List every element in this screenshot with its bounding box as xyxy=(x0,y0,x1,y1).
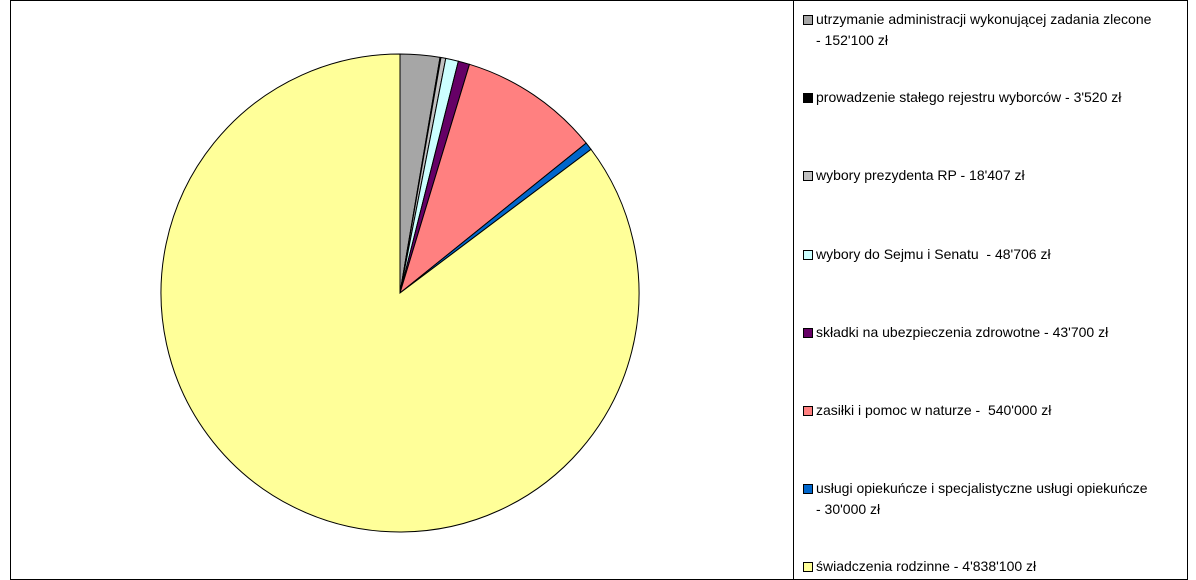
legend-swatch xyxy=(803,249,813,260)
pie-area xyxy=(160,53,640,533)
legend: utrzymanie administracji wykonującej zad… xyxy=(793,0,1188,580)
legend-swatch xyxy=(803,406,813,416)
legend-item: usługi opiekuńcze i specjalistyczne usłu… xyxy=(803,478,1156,520)
legend-label: wybory do Sejmu i Senatu - 48'706 zł xyxy=(816,245,1051,262)
legend-swatch xyxy=(803,327,813,338)
pie-slice xyxy=(160,53,640,533)
pie-slice xyxy=(399,63,587,295)
legend-label: składki na ubezpieczenia zdrowotne - 43'… xyxy=(816,323,1109,340)
legend-item: zasiłki i pomoc w naturze - 540'000 zł xyxy=(803,400,1156,421)
legend-swatch xyxy=(803,171,813,182)
legend-label: usługi opiekuńcze i specjalistyczne usłu… xyxy=(816,480,1152,518)
legend-label: utrzymanie administracji wykonującej zad… xyxy=(816,11,1156,48)
legend-item: utrzymanie administracji wykonującej zad… xyxy=(803,9,1156,51)
legend-item: składki na ubezpieczenia zdrowotne - 43'… xyxy=(803,322,1156,343)
legend-swatch xyxy=(803,562,813,573)
legend-item: wybory do Sejmu i Senatu - 48'706 zł xyxy=(803,244,1156,265)
legend-swatch xyxy=(803,15,813,25)
legend-item: wybory prezydenta RP - 18'407 zł xyxy=(803,165,1156,186)
legend-swatch xyxy=(803,93,813,104)
legend-label: wybory prezydenta RP - 18'407 zł xyxy=(816,167,1025,184)
legend-item: prowadzenie stałego rejestru wyborców - … xyxy=(803,87,1156,108)
legend-label: prowadzenie stałego rejestru wyborców - … xyxy=(816,89,1122,106)
legend-item: świadczenia rodzinne - 4'838'100 zł xyxy=(803,556,1156,577)
legend-swatch xyxy=(803,484,813,495)
legend-label: świadczenia rodzinne - 4'838'100 zł xyxy=(816,558,1037,575)
legend-label: zasiłki i pomoc w naturze - 540'000 zł xyxy=(816,402,1052,418)
